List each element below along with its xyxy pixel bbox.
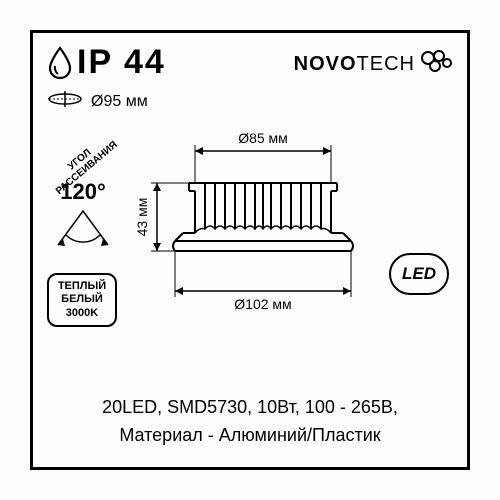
brand-left: NOVO xyxy=(294,53,357,75)
spec-line-1: 20LED, SMD5730, 10Вт, 100 - 265В, xyxy=(33,397,467,418)
cutout-group: Ø95 мм xyxy=(47,91,148,112)
color-temp-badge: ТЕПЛЫЙ БЕЛЫЙ 3000K xyxy=(47,273,117,327)
warm-line3: 3000K xyxy=(66,307,98,320)
brand-logo: NOVOTECH xyxy=(294,49,453,80)
led-badge: LED xyxy=(389,253,449,295)
cutout-diameter-text: Ø95 мм xyxy=(91,93,148,111)
ip-rating-text: IP 44 xyxy=(77,43,166,82)
brand-right: TECH xyxy=(357,53,415,75)
beam-angle-group: УГОЛ РАССЕИВАНИЯ 120° xyxy=(43,153,123,254)
angle-arc-icon xyxy=(48,205,118,249)
height-label: 43 мм xyxy=(134,198,150,237)
spec-line-2: Материал - Алюминий/Пластик xyxy=(33,425,467,446)
technical-diagram: Ø85 мм xyxy=(133,123,393,353)
top-diameter-label: Ø85 мм xyxy=(238,130,288,146)
outer-frame: IP 44 Ø95 мм NOVOTECH УГОЛ xyxy=(30,30,470,470)
bottom-diameter-label: Ø102 мм xyxy=(234,296,291,312)
warm-line1: ТЕПЛЫЙ xyxy=(58,280,106,293)
led-text: LED xyxy=(402,264,436,284)
cutout-icon xyxy=(47,91,83,112)
warm-line2: БЕЛЫЙ xyxy=(61,293,103,306)
brand-text: NOVOTECH xyxy=(294,53,415,76)
ip-rating-group: IP 44 xyxy=(47,43,166,82)
water-drop-icon xyxy=(47,46,73,80)
brand-circles-icon xyxy=(419,49,453,80)
